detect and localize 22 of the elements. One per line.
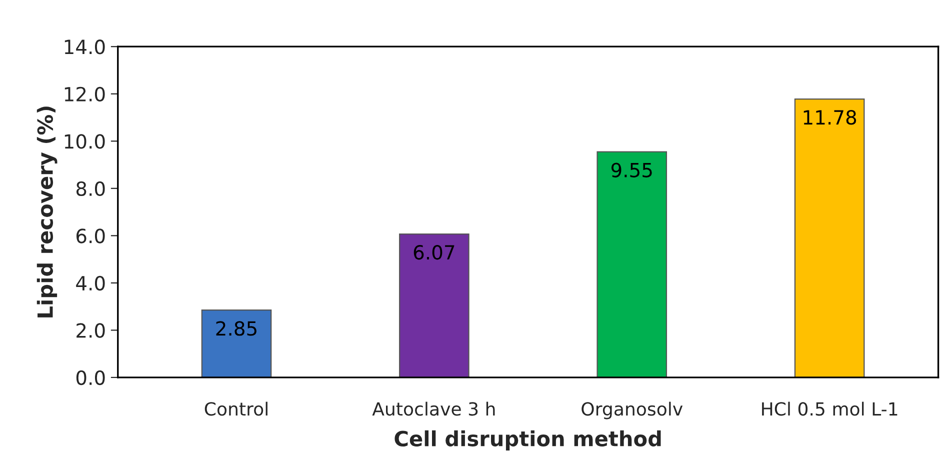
data-label: 6.07 xyxy=(414,244,454,260)
data-label: 2.85 xyxy=(216,321,256,336)
y-tick-label: 12.0 xyxy=(64,86,105,102)
y-tick-label: 14.0 xyxy=(64,40,105,54)
y-tick-label: 8.0 xyxy=(76,181,105,196)
x-tick-label: Control xyxy=(204,402,268,416)
bar xyxy=(399,233,470,378)
y-tick-label: 4.0 xyxy=(76,276,105,291)
y-tick-label: 10.0 xyxy=(64,134,105,149)
y-axis-title: Lipid recovery (%) xyxy=(36,106,58,318)
y-tick-label: 0.0 xyxy=(76,370,105,386)
y-tick-label: 2.0 xyxy=(76,323,105,338)
x-tick-label: Autoclave 3 h xyxy=(372,402,495,416)
x-axis-title: Cell disruption method xyxy=(394,430,661,451)
data-label: 11.78 xyxy=(804,110,856,125)
y-tick-label: 6.0 xyxy=(76,228,105,244)
bar xyxy=(794,98,865,378)
bar xyxy=(596,151,668,378)
data-label: 9.55 xyxy=(611,162,652,178)
x-tick-label: HCl 0.5 mol L-1 xyxy=(762,402,898,416)
bar xyxy=(201,310,272,378)
x-tick-label: Organosolv xyxy=(582,402,683,420)
